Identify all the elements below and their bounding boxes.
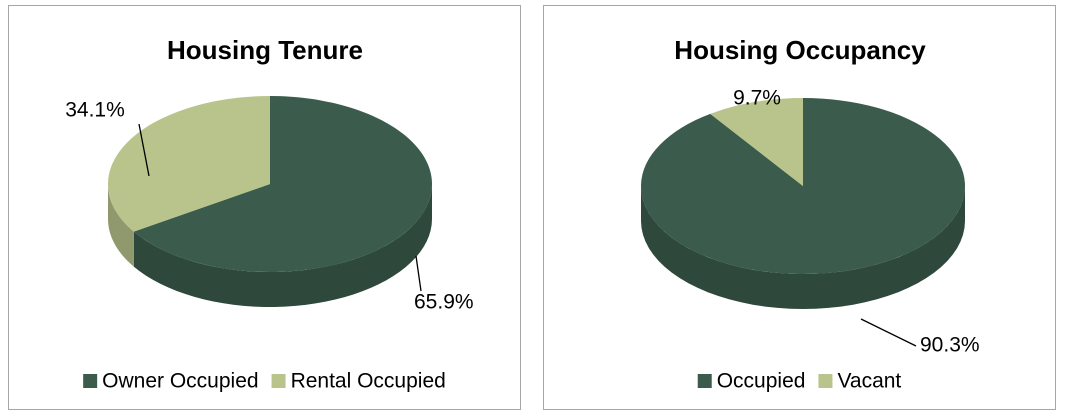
pie-slice bbox=[107, 96, 270, 232]
chart-panel: Housing Occupancy 90.3% 9.7% Occupied Vacan… bbox=[543, 5, 1056, 410]
legend-swatch bbox=[83, 374, 98, 388]
chart-panel: Housing Tenure 65.9% 34.1% Owner Occupied R… bbox=[8, 5, 521, 410]
pie-slice bbox=[133, 96, 432, 272]
data-label: 65.9% bbox=[414, 291, 474, 314]
legend-swatch bbox=[271, 374, 286, 388]
legend-swatch bbox=[818, 374, 833, 388]
data-label: 34.1% bbox=[65, 99, 125, 122]
data-label: 90.3% bbox=[920, 334, 980, 357]
legend-swatch bbox=[697, 374, 712, 388]
data-label: 9.7% bbox=[733, 87, 781, 110]
pie-slice-side bbox=[108, 184, 134, 267]
pie-slice-side bbox=[641, 186, 965, 309]
legend-label: Rental Occupied bbox=[291, 370, 446, 393]
chart-title: Housing Tenure bbox=[167, 35, 363, 65]
leader-line bbox=[415, 255, 422, 292]
legend-label: Owner Occupied bbox=[102, 370, 258, 393]
chart-title: Housing Occupancy bbox=[674, 35, 926, 65]
pie-slice-side bbox=[133, 184, 432, 307]
pie-slice bbox=[710, 98, 803, 186]
leader-line bbox=[860, 318, 917, 347]
leader-line bbox=[138, 123, 150, 177]
legend-label: Vacant bbox=[837, 370, 901, 393]
legend-label: Occupied bbox=[717, 370, 806, 393]
